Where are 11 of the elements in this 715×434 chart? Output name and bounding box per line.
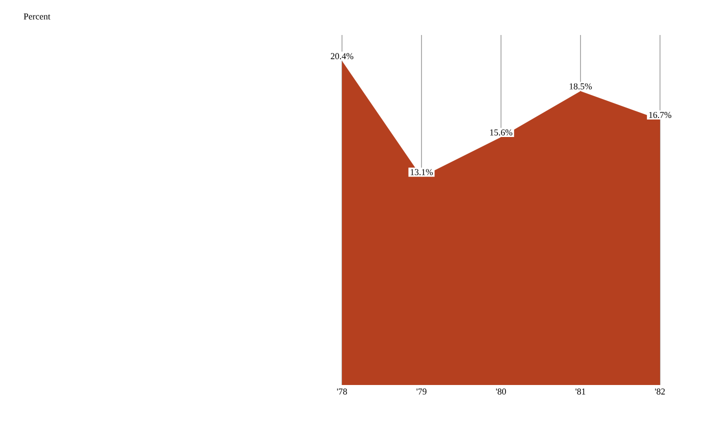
text: Percent xyxy=(24,14,50,20)
x-tick-label: '80 xyxy=(496,388,506,395)
x-tick-label: '79 xyxy=(416,388,426,395)
x-tick-label: '82 xyxy=(655,388,665,395)
data-label: 20.4% xyxy=(330,53,354,60)
data-label: 18.5% xyxy=(570,83,592,90)
x-tick-label: '78 xyxy=(337,388,347,395)
data-label: 13.1% xyxy=(410,169,433,176)
data-label: 16.7% xyxy=(649,112,672,118)
x-tick-label: '81 xyxy=(576,388,586,395)
data-label: 15.6% xyxy=(490,129,512,136)
